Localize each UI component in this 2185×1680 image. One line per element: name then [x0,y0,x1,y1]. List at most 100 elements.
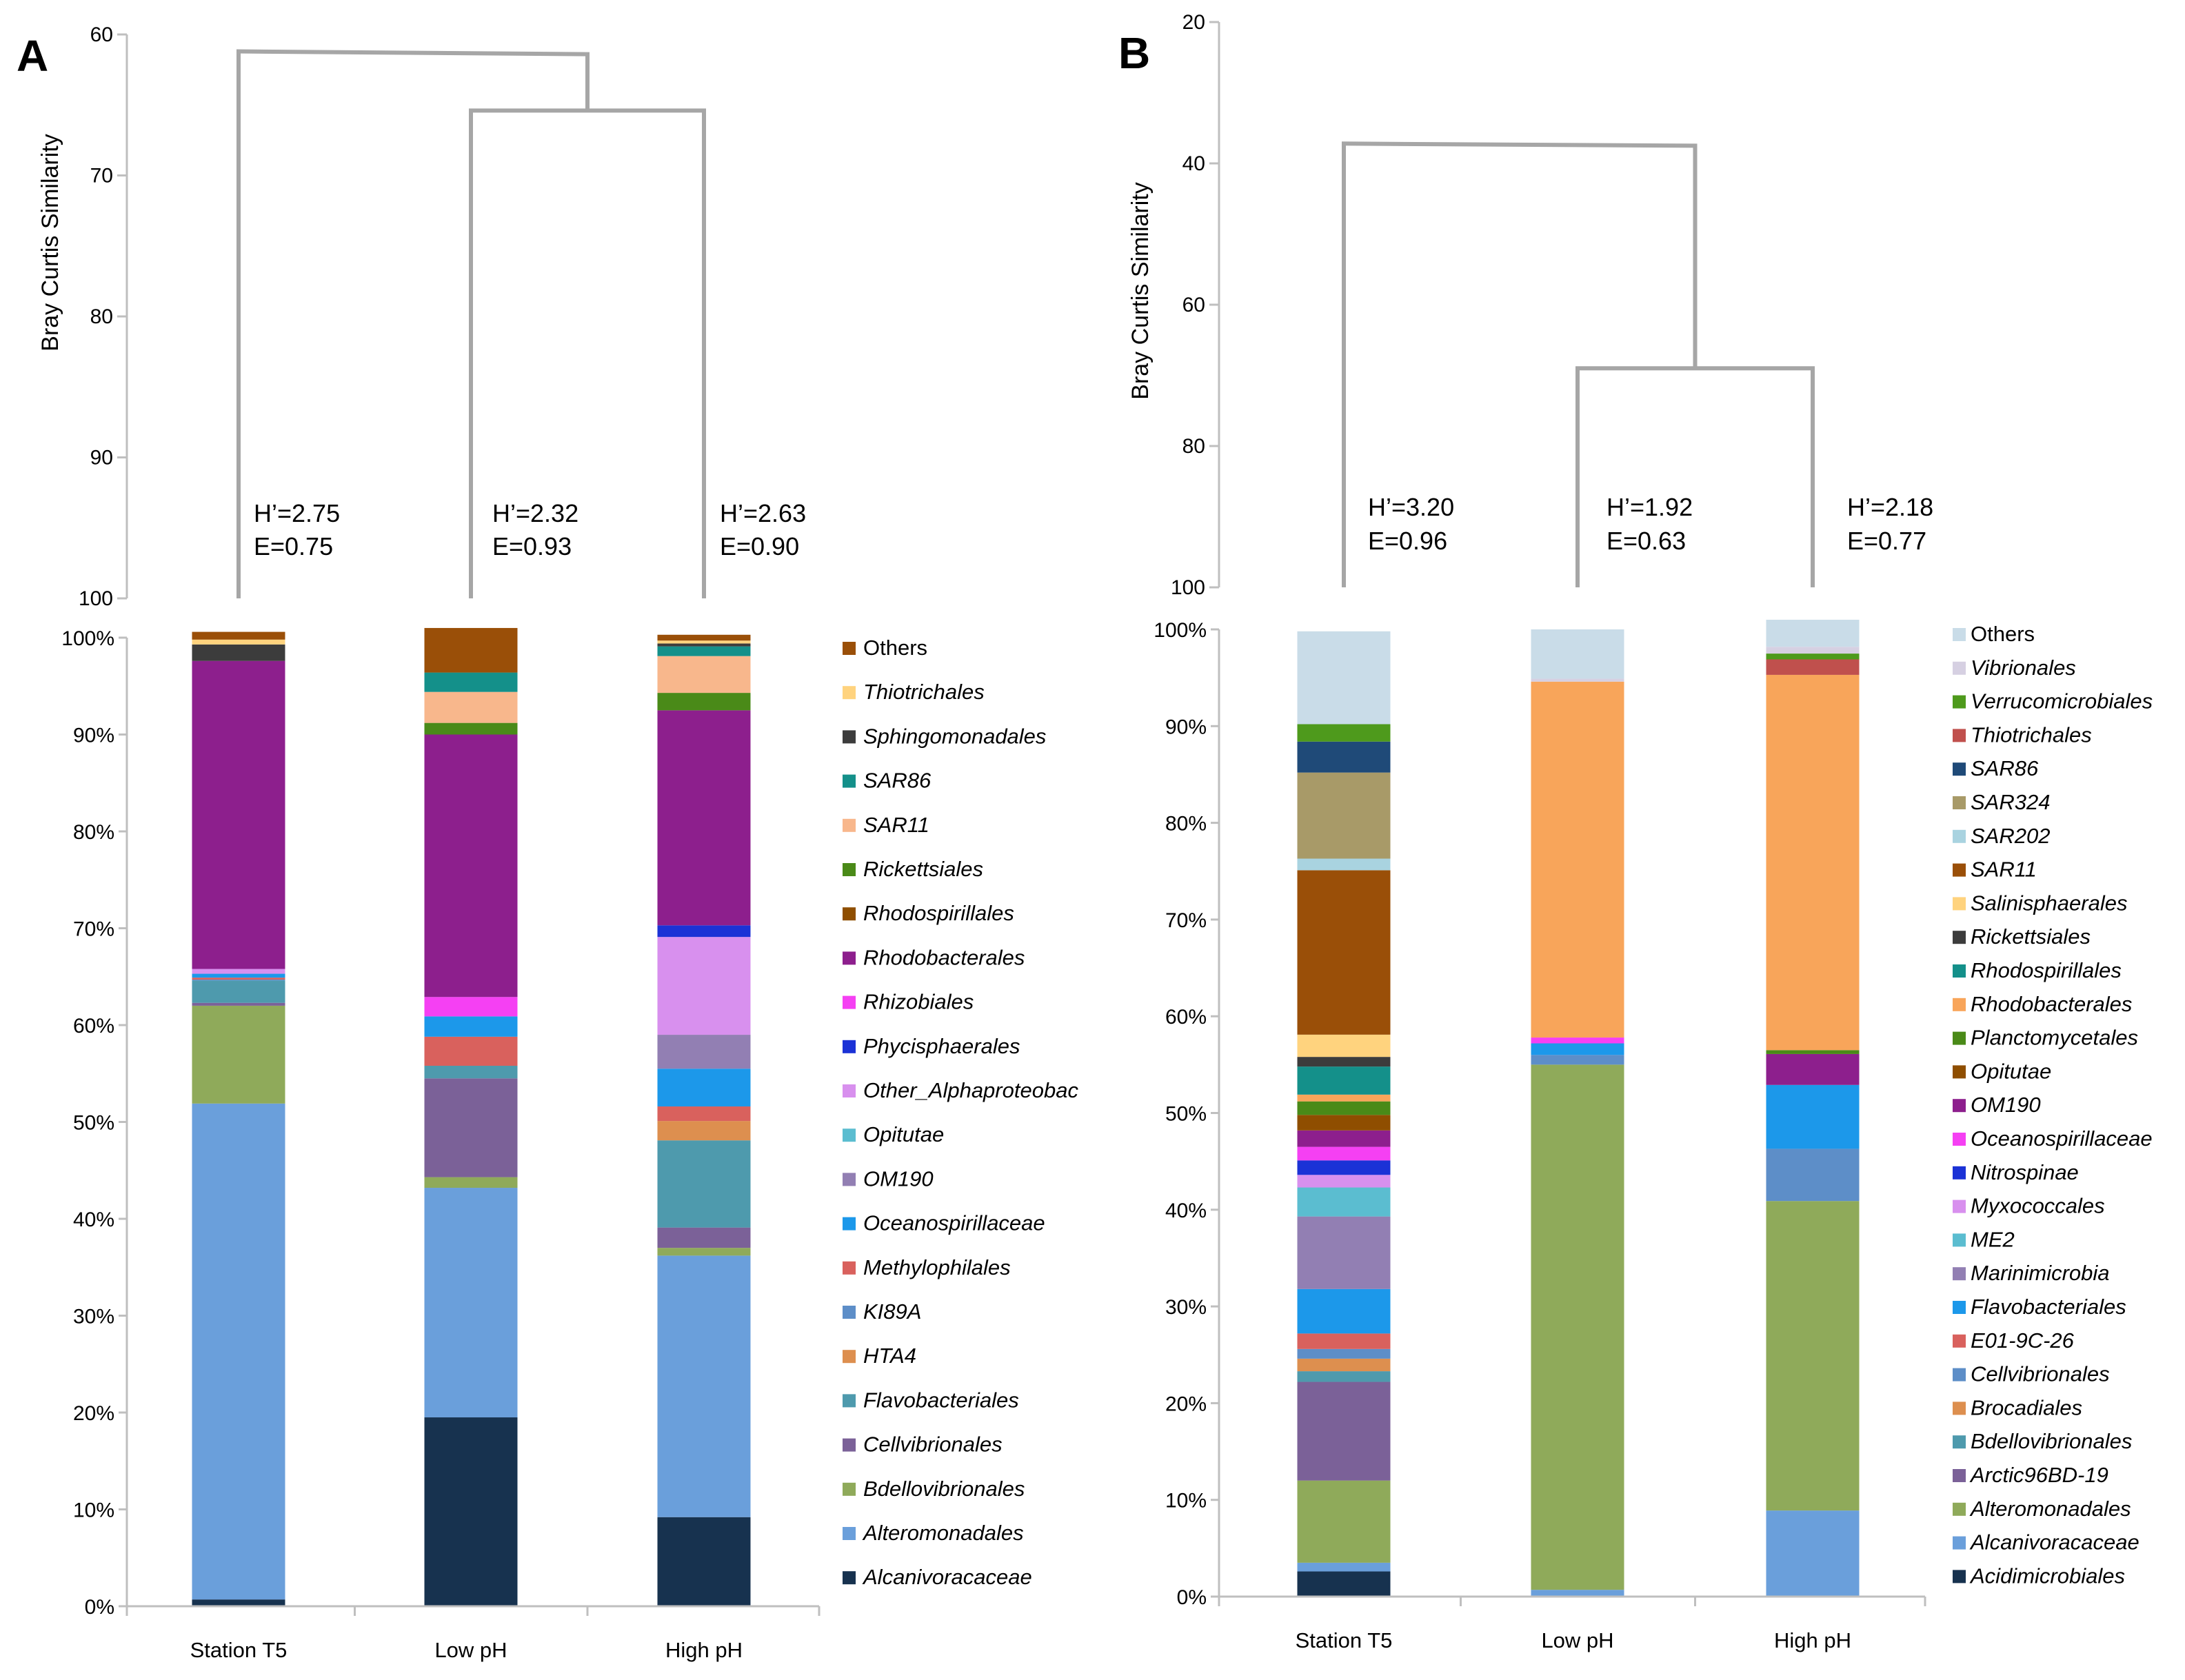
panel-b-bar-high-ph-others [1766,619,1860,647]
panel-a-legend-swatch-methylophilales [843,1261,856,1275]
panel-a-bar-low-ph-alteromonadales [424,1188,518,1418]
panel-a-legend-label-rickettsiales: Rickettsiales [863,857,983,881]
panel-b-legend-label-sar324: SAR324 [1971,790,2050,814]
panel-a-dendrogram-tick-label: 80 [90,305,113,328]
panel-b-y-tick-label: 100% [1154,619,1207,642]
panel-a-bar-high-ph-methylophilales [657,1106,751,1122]
panel-a-bar-high-ph-sar86 [657,646,751,656]
panel-b-legend-label-sar202: SAR202 [1971,824,2050,848]
panel-b-bar-station-t5-verrucomicrobiales [1297,724,1391,742]
panel-a-legend: Others Thiotrichales Sphingomonadales SAR86… [843,636,1078,1589]
panel-a-dendrogram-tick-label: 90 [90,447,113,469]
panel-a-legend-label-oceanospirillaceae: Oceanospirillaceae [863,1211,1045,1235]
panel-a-y-tick-label: 30% [73,1306,114,1328]
panel-b-dendrogram-tick-label: 40 [1182,152,1205,175]
panel-a-bar-high-ph-others [657,634,751,641]
panel-a-legend-swatch-sar11 [843,818,856,832]
panel-a-diversity-labels: H’=2.75 E=0.75 H’=2.32 E=0.93 H’=2.63 E=0.90 [254,499,806,560]
panel-b-legend-swatch-sar11 [1953,863,1966,877]
panel-b-dendrogram [1341,141,1815,587]
panel-b-x-tick-label-high-ph: High pH [1774,1628,1851,1652]
panel-a-legend-label-phycisphaerales: Phycisphaerales [863,1034,1020,1058]
panel-a-legend-swatch-phycisphaerales [843,1040,856,1053]
panel-a-legend-label-methylophilales: Methylophilales [863,1255,1011,1279]
panel-b-legend-swatch-me2 [1953,1233,1966,1247]
panel-b-legend-swatch-sar324 [1953,796,1966,809]
panel-b-legend-swatch-others [1953,628,1966,641]
panel-a-bar-low-ph-flavobacteriales [424,1066,518,1079]
panel-a-bar-low-ph-rhodobacterales [424,734,518,998]
panel-a-y-tick-label: 0% [85,1596,114,1619]
panel-b-dendrogram-axis: 20 40 60 80 100 [1171,11,1220,599]
panel-a-bar-station-t5-bdellovibrionales [192,1005,285,1104]
panel-b-legend-swatch-sar202 [1953,829,1966,843]
panel-b-bar-station-t5-sar86 [1297,741,1391,773]
panel-a-legend-swatch-others [843,642,856,655]
panel-a-y-tick-label: 50% [73,1112,114,1135]
panel-a-y-tick-label: 40% [73,1208,114,1231]
panel-a: A Bray Curtis Similarity 60 70 80 90 100 H’=… [17,23,1078,1662]
panel-b-legend-swatch-arctic96bd-19 [1953,1469,1966,1482]
panel-b-legend-swatch-oceanospirillaceae [1953,1133,1966,1146]
panel-a-bar-station-t5-methylophilales [192,978,285,980]
panel-b-legend-swatch-vibrionales [1953,661,1966,675]
panel-b-bar-high-ph-flavobacteriales [1766,1084,1860,1149]
panel-a-legend-label-cellvibrionales: Cellvibrionales [863,1433,1003,1457]
panel-a-bar-high-ph-alteromonadales [657,1255,751,1517]
panel-b-legend-swatch-salinisphaerales [1953,897,1966,911]
panel-b-legend-swatch-e01-9c-26 [1953,1334,1966,1348]
panel-a-y-tick-label: 100% [61,627,114,650]
panel-b-dendrogram-tick-label: 100 [1171,576,1205,599]
panel-a-shannon-index-station-t5: H’=2.75 [254,499,340,527]
panel-b-y-tick-label: 90% [1165,716,1207,738]
panel-a-bar-station-t5-cellvibrionales [192,1002,285,1006]
panel-b-bar-station-t5-cellvibrionales [1297,1348,1391,1359]
panel-b-dendrogram-axis-label: Bray Curtis Similarity [1127,182,1154,399]
panel-a-bar-station-t5-oceanospirillaceae [192,973,285,978]
panel-a-bar-station-t5-alcanivoracaceae [192,1599,285,1606]
panel-b-shannon-index-low-ph: H’=1.92 [1607,493,1693,521]
panel-b-bar-high-ph-vibrionales [1766,647,1860,654]
panel-a-legend-swatch-flavobacteriales [843,1394,856,1408]
panel-a-x-axis: Station T5 Low pH High pH [125,1605,820,1662]
panel-b-x-tick-label-station-t5: Station T5 [1296,1628,1393,1652]
panel-a-bar-low-ph-methylophilales [424,1036,518,1066]
panel-b-bar-station-t5-om190 [1297,1130,1391,1147]
panel-b-legend-swatch-thiotrichales [1953,729,1966,742]
panel-b-legend-swatch-alteromonadales [1953,1502,1966,1516]
panel-b-y-tick-label: 0% [1177,1586,1207,1609]
panel-b-legend-label-oceanospirillaceae: Oceanospirillaceae [1971,1126,2153,1151]
panel-a-shannon-index-high-ph: H’=2.63 [720,499,806,527]
panel-b-legend-label-alcanivoracaceae: Alcanivoracaceae [1969,1530,2139,1555]
panel-a-dendrogram [236,49,706,598]
panel-b-bar-low-ph-cellvibrionales [1531,1055,1624,1065]
panel-b-bar-low-ph-vibrionales [1531,678,1624,682]
panel-a-y-axis: 0% 10% 20% 30% 40% 50% 60% 70% 80% 90% 100% [61,627,128,1619]
panel-b-bar-station-t5-me2 [1297,1187,1391,1217]
panel-b-legend-label-sar86: SAR86 [1971,756,2039,780]
panel-a-stacked-bar-chart [192,627,751,1606]
panel-b-legend-label-planctomycetales: Planctomycetales [1971,1026,2138,1050]
panel-a-bar-high-ph-om190 [657,1035,751,1069]
panel-a-bar-low-ph-sar86 [424,672,518,692]
panel-a-evenness-low-ph: E=0.93 [492,532,572,560]
panel-b-x-tick-label-low-ph: Low pH [1541,1628,1613,1652]
panel-a-legend-label-flavobacteriales: Flavobacteriales [863,1388,1019,1412]
panel-b-legend-label-sar11: SAR11 [1971,858,2037,882]
panel-b-bar-low-ph-rhodobacterales [1531,681,1624,1038]
panel-b-bar-station-t5-marinimicrobia [1297,1216,1391,1289]
panel-a-legend-label-rhizobiales: Rhizobiales [863,990,974,1014]
panel-a-legend-swatch-sphingomonadales [843,730,856,744]
panel-a-bar-high-ph-alcanivoracaceae [657,1517,751,1606]
panel-a-bar-high-ph-phycisphaerales [657,925,751,938]
panel-b-legend-swatch-brocadiales [1953,1401,1966,1415]
panel-b-legend-swatch-sar86 [1953,762,1966,776]
panel-a-y-tick-label: 80% [73,821,114,844]
panel-a-y-tick-label: 20% [73,1402,114,1425]
panel-b-bar-station-t5-arctic96bd-19 [1297,1382,1391,1481]
panel-a-legend-label-opitutae: Opitutae [863,1122,944,1146]
panel-a-legend-label-alteromonadales: Alteromonadales [862,1521,1024,1545]
panel-b-legend-swatch-flavobacteriales [1953,1301,1966,1314]
panel-b-legend-label-verrucomicrobiales: Verrucomicrobiales [1971,689,2153,714]
panel-b-legend-swatch-rhodobacterales [1953,998,1966,1011]
